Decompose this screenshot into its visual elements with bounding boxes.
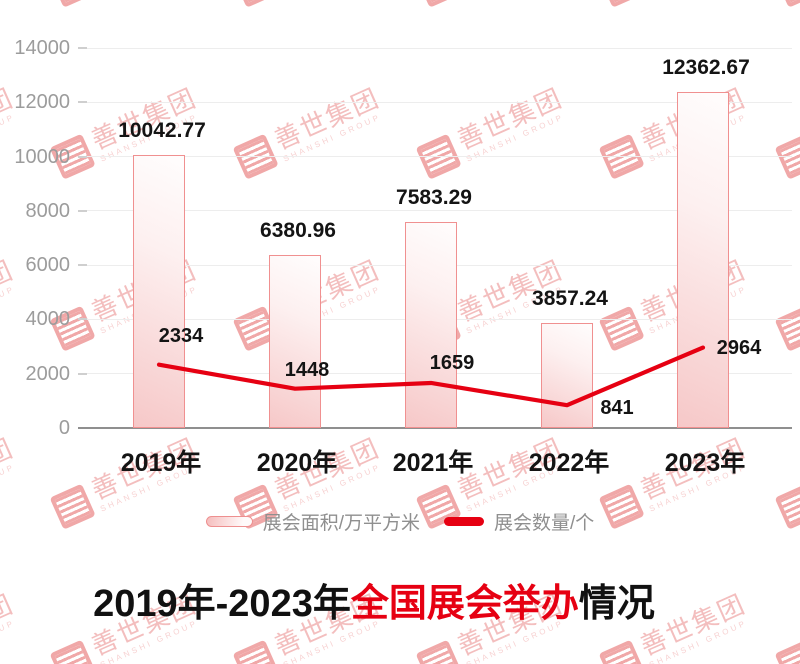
legend-label-area: 展会面积/万平方米 — [262, 513, 420, 534]
line-value-label-2020年: 1448 — [284, 358, 330, 381]
bar-swatch-icon — [205, 516, 253, 527]
x-axis-label-2019年: 2019年 — [120, 449, 202, 477]
gridline — [78, 47, 792, 49]
bar-2019年 — [133, 155, 185, 428]
title-suffix: 情况 — [578, 583, 655, 625]
title-highlight: 全国展会举办 — [350, 583, 579, 625]
title-prefix: 2019年-2023年 — [93, 583, 351, 625]
chart-legend: 展会面积/万平方米 展会数量/个 — [0, 508, 800, 535]
x-axis-label-2021年: 2021年 — [392, 449, 474, 477]
bar-value-label-2022年: 3857.24 — [532, 287, 608, 311]
y-axis-tick — [78, 209, 87, 212]
line-value-label-2019年: 2334 — [158, 324, 204, 347]
legend-label-count: 展会数量/个 — [494, 513, 595, 534]
line-value-label-2021年: 1659 — [429, 351, 475, 374]
bar-value-label-2023年: 12362.67 — [662, 56, 750, 80]
y-axis-tick — [78, 47, 87, 49]
gridline — [78, 210, 792, 212]
y-tick-label: 0 — [58, 417, 70, 439]
line-value-label-2023年: 2964 — [716, 336, 762, 359]
legend-item-count: 展会数量/个 — [444, 508, 594, 535]
bar-2023年 — [677, 92, 729, 428]
bar-value-label-2019年: 10042.77 — [118, 119, 206, 143]
gridline — [78, 101, 792, 103]
legend-item-area: 展会面积/万平方米 — [205, 508, 420, 535]
bar-value-label-2020年: 6380.96 — [260, 218, 336, 242]
y-axis-tick — [78, 101, 87, 104]
y-tick-label: 2000 — [25, 362, 71, 385]
x-axis-label-2020年: 2020年 — [256, 449, 338, 477]
y-axis-tick — [78, 372, 87, 375]
x-axis-line — [78, 427, 792, 429]
line-swatch-icon — [444, 517, 484, 526]
line-value-label-2022年: 841 — [600, 397, 634, 420]
y-tick-label: 14000 — [14, 37, 70, 59]
x-axis-label-2023年: 2023年 — [664, 449, 746, 477]
y-tick-label: 6000 — [25, 254, 71, 277]
trend-line — [156, 345, 706, 408]
bar-2022年 — [541, 323, 593, 428]
y-axis-tick — [78, 264, 87, 267]
chart-title: 2019年-2023年全国展会举办情况 — [0, 572, 774, 627]
y-tick-label: 12000 — [14, 91, 70, 114]
y-tick-label: 8000 — [25, 199, 71, 222]
bar-value-label-2021年: 7583.29 — [396, 186, 472, 210]
x-axis-label-2022年: 2022年 — [528, 449, 610, 477]
